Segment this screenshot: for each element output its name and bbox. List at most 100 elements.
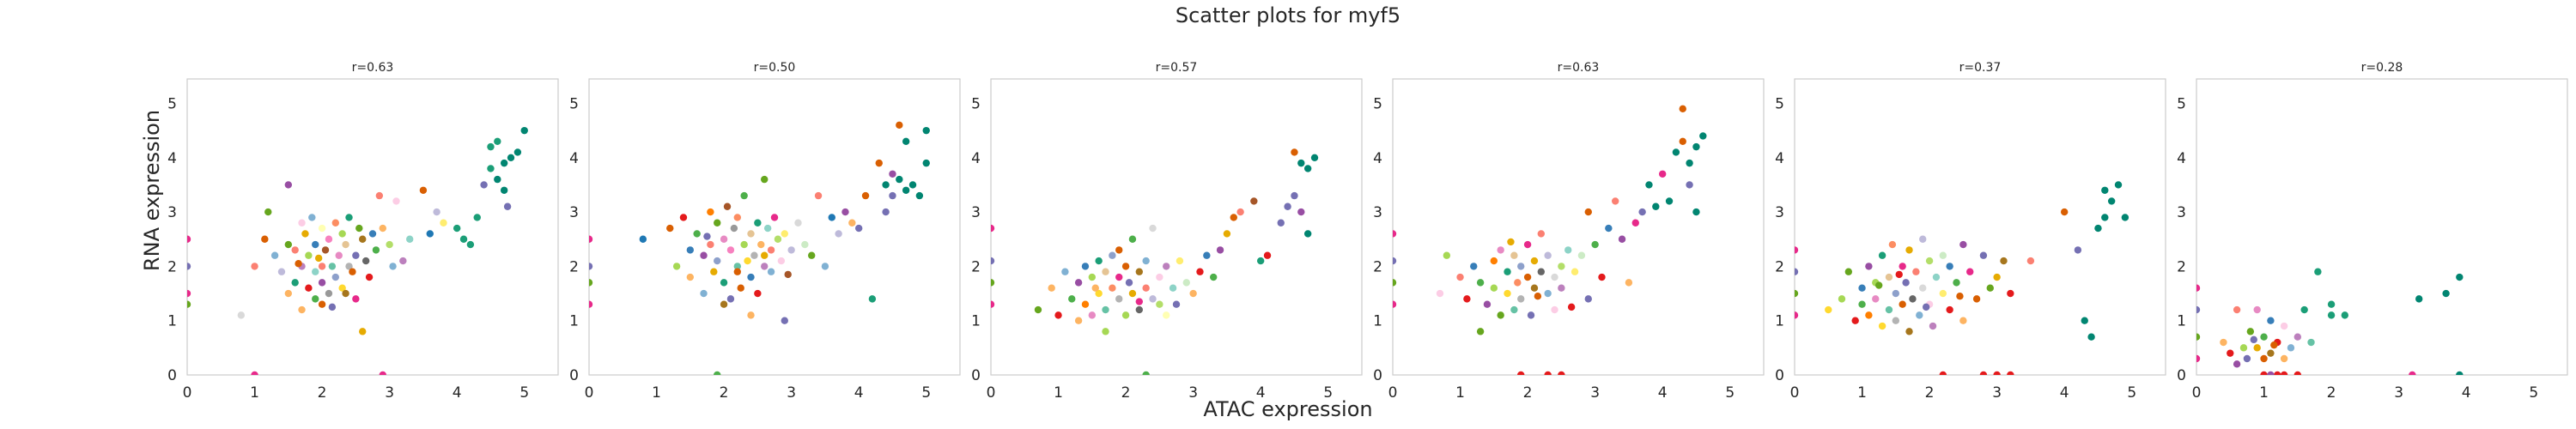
scatter-point (2270, 341, 2278, 349)
scatter-point (1795, 289, 1799, 298)
scatter-point (896, 175, 903, 184)
x-tick-label: 2 (720, 384, 729, 402)
scatter-point (1567, 303, 1576, 311)
scatter-point (2101, 214, 2109, 221)
scatter-point (875, 159, 883, 167)
scatter-point (922, 159, 930, 167)
scatter-point (1885, 273, 1893, 281)
scatter-point (1584, 295, 1592, 303)
x-tick-label: 5 (2127, 384, 2136, 402)
scatter-point (1909, 295, 1917, 303)
scatter-point (707, 208, 714, 216)
scatter-point (902, 137, 910, 145)
scatter-point (1034, 305, 1042, 314)
y-tick-label: 4 (1373, 150, 1382, 167)
scatter-point (1979, 371, 1988, 375)
scatter-point (1699, 132, 1707, 140)
scatter-point (305, 284, 313, 292)
y-tick-label: 1 (1373, 313, 1382, 330)
x-tick-label: 5 (1725, 384, 1735, 402)
scatter-point (1250, 197, 1258, 205)
scatter-point (801, 240, 809, 249)
scatter-point (318, 279, 326, 287)
scatter-panel-1: r=0.63 0 1 2 3 4 5 0 1 2 3 4 5 (167, 61, 559, 402)
scatter-point (1939, 371, 1947, 375)
scatter-point (1074, 317, 1083, 324)
scatter-point (1470, 263, 1478, 270)
plot-frame (1794, 78, 2166, 376)
scatter-point (882, 208, 890, 216)
scatter-point (1483, 300, 1492, 308)
scatter-point (2081, 317, 2088, 324)
scatter-point (2267, 349, 2275, 357)
scatter-point (2300, 305, 2308, 314)
scatter-point (1558, 371, 1565, 375)
scatter-point (1088, 273, 1097, 281)
scatter-point (868, 295, 877, 303)
panel-title: r=0.63 (352, 61, 394, 75)
scatter-point (1584, 208, 1592, 216)
scatter-point (707, 240, 714, 249)
scatter-point (767, 268, 775, 275)
panel-title: r=0.28 (2361, 61, 2403, 75)
scatter-point (1946, 263, 1953, 270)
points-group (1795, 181, 2129, 375)
y-tick-label: 4 (2177, 150, 2186, 167)
scatter-point (1972, 295, 1981, 303)
scatter-point (679, 214, 688, 221)
scatter-point (991, 300, 995, 308)
scatter-point (1236, 208, 1244, 216)
scatter-point (1163, 263, 1170, 270)
scatter-point (1953, 279, 1960, 287)
scatter-point (1048, 284, 1055, 292)
y-tick-label: 1 (971, 313, 981, 330)
x-tick-label: 3 (385, 384, 394, 402)
x-tick-label: 4 (1256, 384, 1266, 402)
scatter-point (835, 230, 842, 238)
y-tick-label: 1 (569, 313, 579, 330)
scatter-point (747, 230, 755, 238)
scatter-point (1054, 311, 1062, 319)
scatter-point (1795, 268, 1799, 275)
scatter-point (1795, 246, 1799, 254)
scatter-point (1905, 328, 1913, 335)
scatter-point (1686, 159, 1693, 167)
scatter-point (1922, 303, 1930, 311)
scatter-point (433, 208, 440, 216)
scatter-point (1504, 289, 1511, 298)
scatter-point (1115, 273, 1123, 281)
points-group (2196, 268, 2464, 375)
scatter-point (714, 257, 721, 265)
scatter-point (503, 202, 512, 210)
scatter-point (2107, 197, 2116, 205)
scatter-point (2233, 305, 2241, 314)
scatter-point (419, 186, 428, 194)
scatter-point (686, 273, 695, 281)
scatter-point (291, 246, 299, 254)
scatter-point (882, 181, 890, 189)
scatter-point (1527, 311, 1535, 319)
x-tick-label: 0 (987, 384, 996, 402)
scatter-point (379, 371, 386, 375)
scatter-point (1551, 273, 1558, 281)
scatter-point (1618, 235, 1626, 243)
scatter-point (1946, 305, 1953, 314)
scatter-point (1939, 289, 1947, 298)
scatter-point (1534, 293, 1542, 300)
plot-frame (990, 78, 1363, 376)
y-tick-label: 5 (1775, 95, 1784, 112)
scatter-point (494, 137, 501, 145)
scatter-point (1095, 289, 1103, 298)
scatter-point (1564, 246, 1572, 254)
scatter-point (312, 295, 319, 303)
scatter-point (774, 235, 782, 243)
scatter-point (1874, 281, 1883, 289)
y-tick-label: 3 (1373, 204, 1382, 221)
scatter-point (1476, 328, 1485, 335)
scatter-panel-5: r=0.37 0 1 2 3 4 5 0 1 2 3 4 5 (1775, 61, 2166, 402)
x-tick-label: 1 (2259, 384, 2269, 402)
scatter-point (1919, 284, 1927, 292)
scatter-point (342, 240, 349, 249)
scatter-point (672, 263, 681, 270)
